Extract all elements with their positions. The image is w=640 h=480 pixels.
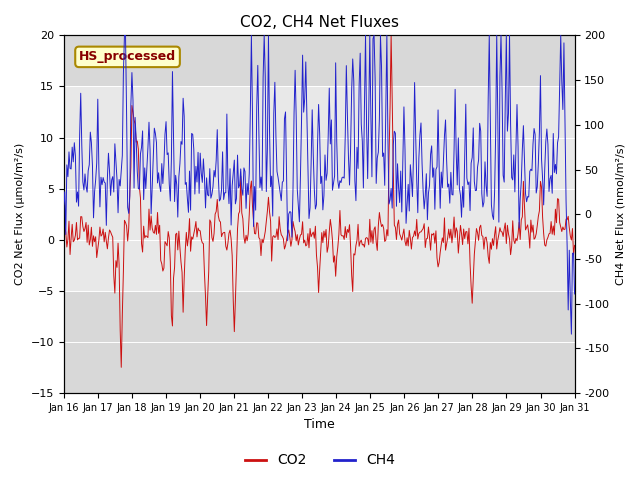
X-axis label: Time: Time xyxy=(304,419,335,432)
Bar xyxy=(63,86,575,291)
Y-axis label: CH4 Net Flux (nmol/m²/s): CH4 Net Flux (nmol/m²/s) xyxy=(615,144,625,285)
Text: HS_processed: HS_processed xyxy=(79,50,176,63)
Title: CO2, CH4 Net Fluxes: CO2, CH4 Net Fluxes xyxy=(239,15,399,30)
Legend: CO2, CH4: CO2, CH4 xyxy=(239,448,401,473)
Y-axis label: CO2 Net Flux (μmol/m²/s): CO2 Net Flux (μmol/m²/s) xyxy=(15,143,25,285)
